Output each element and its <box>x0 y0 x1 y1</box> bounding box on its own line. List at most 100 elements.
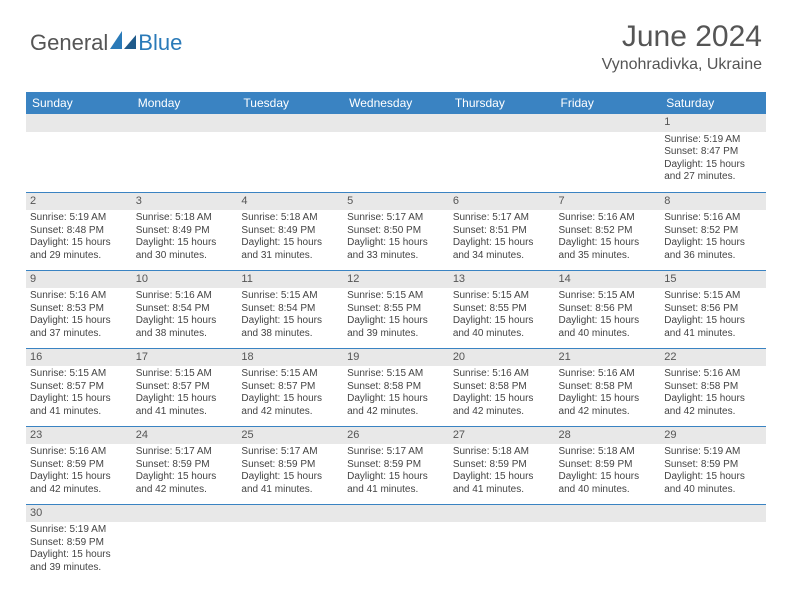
day-number: 15 <box>660 271 766 289</box>
calendar-week: 1Sunrise: 5:19 AMSunset: 8:47 PMDaylight… <box>26 114 766 192</box>
calendar-day: 6Sunrise: 5:17 AMSunset: 8:51 PMDaylight… <box>449 192 555 270</box>
day-number: 23 <box>26 427 132 445</box>
day-number: 11 <box>237 271 343 289</box>
day-number: 20 <box>449 349 555 367</box>
calendar-day: 15Sunrise: 5:15 AMSunset: 8:56 PMDayligh… <box>660 270 766 348</box>
calendar-day: 11Sunrise: 5:15 AMSunset: 8:54 PMDayligh… <box>237 270 343 348</box>
calendar-week: 16Sunrise: 5:15 AMSunset: 8:57 PMDayligh… <box>26 348 766 426</box>
calendar-day: 13Sunrise: 5:15 AMSunset: 8:55 PMDayligh… <box>449 270 555 348</box>
day-number: 26 <box>343 427 449 445</box>
day-info: Sunrise: 5:18 AMSunset: 8:49 PMDaylight:… <box>237 210 343 264</box>
day-number: 5 <box>343 193 449 211</box>
calendar-day: 1Sunrise: 5:19 AMSunset: 8:47 PMDaylight… <box>660 114 766 192</box>
day-number: 22 <box>660 349 766 367</box>
calendar-day: 23Sunrise: 5:16 AMSunset: 8:59 PMDayligh… <box>26 426 132 504</box>
weekday-header: Wednesday <box>343 92 449 114</box>
day-info: Sunrise: 5:15 AMSunset: 8:57 PMDaylight:… <box>26 366 132 420</box>
day-info: Sunrise: 5:15 AMSunset: 8:57 PMDaylight:… <box>132 366 238 420</box>
calendar-day <box>449 504 555 582</box>
calendar-day: 27Sunrise: 5:18 AMSunset: 8:59 PMDayligh… <box>449 426 555 504</box>
day-info: Sunrise: 5:19 AMSunset: 8:48 PMDaylight:… <box>26 210 132 264</box>
day-info: Sunrise: 5:17 AMSunset: 8:51 PMDaylight:… <box>449 210 555 264</box>
weekday-header: Thursday <box>449 92 555 114</box>
day-number-empty <box>343 505 449 523</box>
calendar-day: 16Sunrise: 5:15 AMSunset: 8:57 PMDayligh… <box>26 348 132 426</box>
calendar-day: 19Sunrise: 5:15 AMSunset: 8:58 PMDayligh… <box>343 348 449 426</box>
calendar-day <box>237 504 343 582</box>
day-info: Sunrise: 5:15 AMSunset: 8:55 PMDaylight:… <box>343 288 449 342</box>
day-number: 2 <box>26 193 132 211</box>
calendar-head: SundayMondayTuesdayWednesdayThursdayFrid… <box>26 92 766 114</box>
calendar-day <box>132 504 238 582</box>
day-number: 19 <box>343 349 449 367</box>
brand-general: General <box>30 30 108 56</box>
day-info: Sunrise: 5:17 AMSunset: 8:59 PMDaylight:… <box>132 444 238 498</box>
weekday-header: Saturday <box>660 92 766 114</box>
day-number: 7 <box>555 193 661 211</box>
calendar-day <box>132 114 238 192</box>
weekday-header: Tuesday <box>237 92 343 114</box>
calendar-day <box>237 114 343 192</box>
calendar-day: 24Sunrise: 5:17 AMSunset: 8:59 PMDayligh… <box>132 426 238 504</box>
calendar-day: 26Sunrise: 5:17 AMSunset: 8:59 PMDayligh… <box>343 426 449 504</box>
day-info: Sunrise: 5:19 AMSunset: 8:59 PMDaylight:… <box>26 522 132 576</box>
calendar-day: 8Sunrise: 5:16 AMSunset: 8:52 PMDaylight… <box>660 192 766 270</box>
day-number: 24 <box>132 427 238 445</box>
day-number: 13 <box>449 271 555 289</box>
calendar-day <box>660 504 766 582</box>
day-info: Sunrise: 5:16 AMSunset: 8:58 PMDaylight:… <box>660 366 766 420</box>
calendar-day: 3Sunrise: 5:18 AMSunset: 8:49 PMDaylight… <box>132 192 238 270</box>
day-number-empty <box>555 505 661 523</box>
day-info: Sunrise: 5:15 AMSunset: 8:54 PMDaylight:… <box>237 288 343 342</box>
calendar-day: 4Sunrise: 5:18 AMSunset: 8:49 PMDaylight… <box>237 192 343 270</box>
day-info: Sunrise: 5:18 AMSunset: 8:49 PMDaylight:… <box>132 210 238 264</box>
day-number: 14 <box>555 271 661 289</box>
day-info: Sunrise: 5:15 AMSunset: 8:57 PMDaylight:… <box>237 366 343 420</box>
day-number: 25 <box>237 427 343 445</box>
day-number-empty <box>343 114 449 132</box>
calendar-day: 20Sunrise: 5:16 AMSunset: 8:58 PMDayligh… <box>449 348 555 426</box>
weekday-header: Friday <box>555 92 661 114</box>
day-number: 28 <box>555 427 661 445</box>
header: General Blue June 2024 Vynohradivka, Ukr… <box>0 0 792 84</box>
calendar-table: SundayMondayTuesdayWednesdayThursdayFrid… <box>26 92 766 582</box>
calendar-week: 2Sunrise: 5:19 AMSunset: 8:48 PMDaylight… <box>26 192 766 270</box>
day-number: 30 <box>26 505 132 523</box>
page-title: June 2024 <box>602 20 762 54</box>
day-info: Sunrise: 5:16 AMSunset: 8:59 PMDaylight:… <box>26 444 132 498</box>
day-number-empty <box>132 505 238 523</box>
day-info: Sunrise: 5:15 AMSunset: 8:55 PMDaylight:… <box>449 288 555 342</box>
day-info: Sunrise: 5:19 AMSunset: 8:59 PMDaylight:… <box>660 444 766 498</box>
day-number-empty <box>132 114 238 132</box>
brand-sail-icon <box>110 31 138 49</box>
day-number: 16 <box>26 349 132 367</box>
brand-logo: General Blue <box>30 30 182 56</box>
calendar-day: 10Sunrise: 5:16 AMSunset: 8:54 PMDayligh… <box>132 270 238 348</box>
day-number: 29 <box>660 427 766 445</box>
calendar-day: 5Sunrise: 5:17 AMSunset: 8:50 PMDaylight… <box>343 192 449 270</box>
weekday-header: Monday <box>132 92 238 114</box>
day-info: Sunrise: 5:16 AMSunset: 8:54 PMDaylight:… <box>132 288 238 342</box>
calendar-day: 30Sunrise: 5:19 AMSunset: 8:59 PMDayligh… <box>26 504 132 582</box>
location: Vynohradivka, Ukraine <box>602 56 762 74</box>
day-number-empty <box>555 114 661 132</box>
day-number: 9 <box>26 271 132 289</box>
title-block: June 2024 Vynohradivka, Ukraine <box>602 20 762 74</box>
day-info: Sunrise: 5:16 AMSunset: 8:52 PMDaylight:… <box>660 210 766 264</box>
calendar-day: 2Sunrise: 5:19 AMSunset: 8:48 PMDaylight… <box>26 192 132 270</box>
day-number-empty <box>449 114 555 132</box>
day-info: Sunrise: 5:17 AMSunset: 8:50 PMDaylight:… <box>343 210 449 264</box>
day-number: 3 <box>132 193 238 211</box>
calendar-day: 17Sunrise: 5:15 AMSunset: 8:57 PMDayligh… <box>132 348 238 426</box>
day-number-empty <box>237 114 343 132</box>
day-info: Sunrise: 5:15 AMSunset: 8:56 PMDaylight:… <box>555 288 661 342</box>
weekday-header: Sunday <box>26 92 132 114</box>
day-number-empty <box>660 505 766 523</box>
calendar-day <box>343 504 449 582</box>
day-info: Sunrise: 5:15 AMSunset: 8:56 PMDaylight:… <box>660 288 766 342</box>
day-info: Sunrise: 5:16 AMSunset: 8:52 PMDaylight:… <box>555 210 661 264</box>
calendar-day: 28Sunrise: 5:18 AMSunset: 8:59 PMDayligh… <box>555 426 661 504</box>
day-info: Sunrise: 5:15 AMSunset: 8:58 PMDaylight:… <box>343 366 449 420</box>
day-number: 27 <box>449 427 555 445</box>
day-info: Sunrise: 5:18 AMSunset: 8:59 PMDaylight:… <box>555 444 661 498</box>
